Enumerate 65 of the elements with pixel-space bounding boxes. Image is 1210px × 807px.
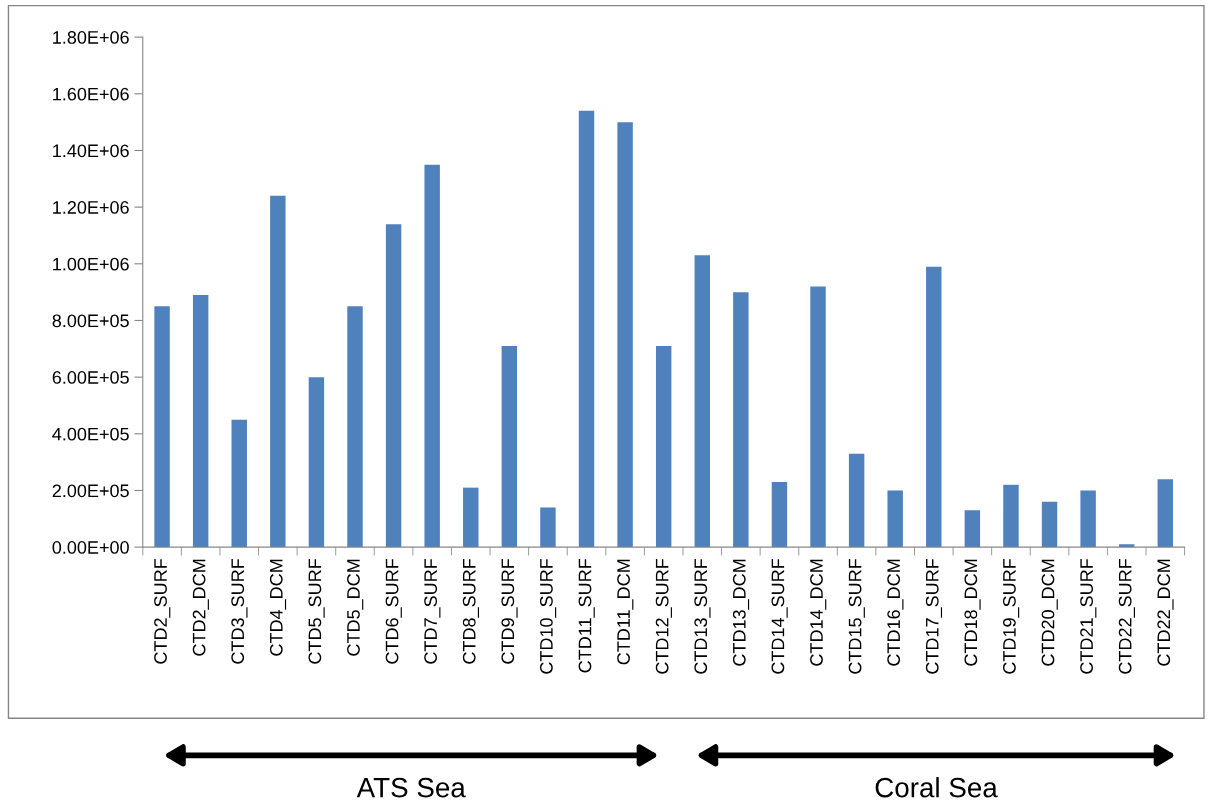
bar <box>694 255 710 548</box>
x-tick-label: CTD8_SURF <box>462 558 480 664</box>
x-tick-label: CTD5_DCM <box>347 559 364 656</box>
x-tick-label: CTD22_DCM <box>1157 559 1174 666</box>
x-tick-label: CTD3_SURF <box>231 558 248 664</box>
y-tick-label: 1.60E+06 <box>53 87 129 101</box>
x-tick-label: CTD13_SURF <box>694 558 711 674</box>
x-tick-label: CTD7_SURF <box>424 558 441 664</box>
bar <box>463 487 479 548</box>
bar <box>964 510 981 548</box>
bar <box>733 292 749 548</box>
bar <box>578 110 595 548</box>
x-tick-label: CTD17_SURF <box>925 558 943 674</box>
x-tick-label: CTD4_DCM <box>269 559 287 656</box>
text: ATS Sea <box>356 777 466 798</box>
x-tick-label: CTD6_SURF <box>385 558 402 664</box>
y-tick-label: 0.00E+00 <box>52 541 129 554</box>
bar <box>848 453 865 548</box>
bar <box>1003 484 1019 548</box>
bar <box>308 377 325 548</box>
bar <box>887 490 903 548</box>
bar <box>1041 501 1058 548</box>
x-tick-label: CTD20_DCM <box>1041 559 1058 666</box>
y-tick-label: 8.00E+05 <box>52 314 129 328</box>
bar <box>1157 479 1174 548</box>
bar <box>617 122 633 548</box>
bar <box>154 306 170 548</box>
x-tick-label: CTD16_DCM <box>887 559 904 666</box>
y-tick-label: 1.20E+06 <box>53 201 129 214</box>
bar <box>810 286 826 548</box>
bar <box>424 164 440 548</box>
bar <box>270 195 286 548</box>
bar <box>926 266 942 548</box>
bar <box>655 345 672 548</box>
x-tick-label: CTD18_DCM <box>964 559 981 666</box>
bar <box>771 481 788 548</box>
bar <box>540 507 556 548</box>
x-tick-label: CTD14_DCM <box>810 559 827 666</box>
y-tick-label: 1.40E+06 <box>53 144 129 158</box>
text: Coral Sea <box>875 777 998 798</box>
y-tick-label: 1.80E+06 <box>53 31 129 44</box>
x-tick-label: CTD2_DCM <box>192 559 209 656</box>
x-tick-label: CTD12_SURF <box>655 558 672 674</box>
bar <box>347 306 363 548</box>
bar <box>192 294 209 548</box>
x-tick-label: CTD5_SURF <box>308 558 325 664</box>
x-tick-label: CTD11_DCM <box>617 559 634 665</box>
x-tick-label: CTD13_DCM <box>732 559 750 666</box>
x-tick-label: CTD21_SURF <box>1080 558 1097 674</box>
bar <box>385 224 402 548</box>
x-tick-label: CTD9_SURF <box>501 558 518 664</box>
x-tick-label: CTD14_SURF <box>771 558 788 674</box>
x-tick-label: CTD2_SURF <box>154 558 171 664</box>
y-tick-label: 4.00E+05 <box>52 427 129 441</box>
x-tick-label: CTD11_SURF <box>578 558 595 673</box>
bar <box>231 419 247 548</box>
x-tick-label: CTD19_SURF <box>1003 558 1020 674</box>
y-tick-label: 6.00E+05 <box>52 371 129 384</box>
bar <box>1080 490 1096 548</box>
bar <box>501 345 518 548</box>
x-tick-label: CTD15_SURF <box>848 558 865 674</box>
y-tick-label: 1.00E+06 <box>53 257 129 271</box>
x-tick-label: CTD22_SURF <box>1118 558 1135 674</box>
x-tick-label: CTD10_SURF <box>539 558 557 674</box>
y-tick-label: 2.00E+05 <box>52 484 129 498</box>
